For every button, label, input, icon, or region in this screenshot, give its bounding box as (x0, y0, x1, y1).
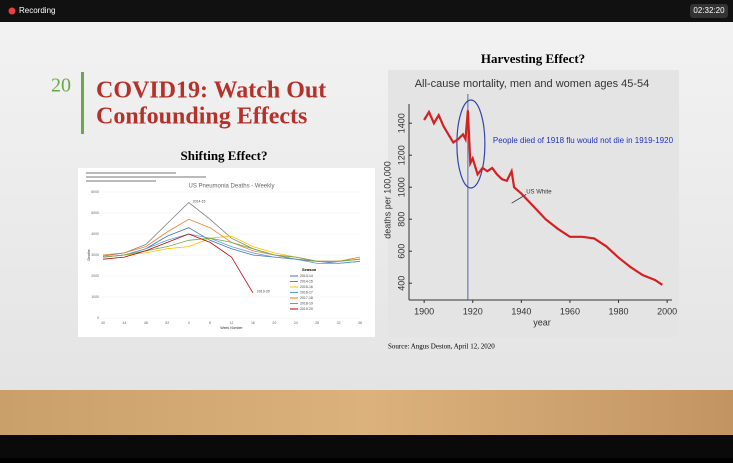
series-line (102, 233, 254, 294)
x-tick-label: 1920 (463, 306, 483, 316)
y-tick-label: 800 (396, 212, 406, 227)
x-tick-label: 4 (188, 321, 190, 325)
y-tick-label: 3000 (91, 253, 99, 257)
x-tick-label: 2000 (657, 306, 677, 316)
series-line (423, 109, 663, 286)
x-tick-label: 32 (337, 321, 341, 325)
annotation: 2019-20 (257, 290, 270, 294)
x-axis-label: Week Number (220, 326, 243, 330)
x-tick-label: 36 (358, 321, 362, 325)
y-tick-label: 1000 (91, 295, 99, 299)
y-tick-label: 2000 (91, 274, 99, 278)
y-tick-label: 6000 (91, 190, 99, 194)
accent-bar (81, 72, 84, 134)
x-tick-label: 8 (209, 321, 211, 325)
legend-label: 2014-15 (300, 279, 313, 283)
x-tick-label: 40 (101, 321, 105, 325)
legend-label: 2016-17 (300, 290, 313, 294)
legend-label: 2018-19 (300, 301, 313, 305)
chart-image (78, 168, 375, 337)
caption-placeholder (86, 176, 206, 178)
x-axis-label: year (533, 317, 551, 327)
y-tick-label: 1000 (396, 177, 406, 197)
x-tick-label: 16 (251, 321, 255, 325)
annotation: US White (526, 190, 552, 196)
legend-title: Season (302, 267, 317, 272)
x-tick-label: 1900 (414, 306, 434, 316)
x-tick-label: 12 (230, 321, 234, 325)
top-bar (0, 0, 733, 22)
x-tick-label: 48 (144, 321, 148, 325)
slide-number: 20 (51, 75, 71, 97)
timer-box (690, 4, 728, 18)
chart-title: All-cause mortality, men and women ages … (415, 78, 650, 90)
x-tick-label: 1960 (560, 306, 580, 316)
y-tick-label: 0 (97, 316, 99, 320)
x-tick-label: 52 (165, 321, 169, 325)
x-tick-label: 44 (122, 321, 126, 325)
caption-placeholder (86, 172, 176, 174)
caption-placeholder (86, 180, 156, 182)
y-axis-label: Deaths (87, 249, 91, 260)
heading: Harvesting Effect? (481, 51, 585, 66)
y-tick-label: 1400 (396, 113, 406, 133)
bottom-bar (0, 435, 733, 458)
annotation: People died of 1918 flu would not die in… (493, 136, 674, 145)
y-axis-label: deaths per 100,000 (382, 161, 392, 239)
y-tick-label: 1200 (396, 145, 406, 165)
y-tick-label: 400 (396, 276, 406, 291)
record-dot (8, 7, 16, 15)
source: Source: Angus Deston, April 12, 2020 (388, 343, 495, 351)
chart-image (388, 70, 679, 337)
timer: 02:32:20 (693, 6, 725, 15)
legend-label: 2017-18 (300, 296, 313, 300)
wood-strip (0, 390, 733, 435)
x-tick-label: 1980 (609, 306, 629, 316)
x-tick-label: 24 (294, 321, 298, 325)
y-tick-label: 600 (396, 244, 406, 259)
x-tick-label: 1940 (511, 306, 531, 316)
legend-label: 2019-20 (300, 307, 313, 311)
x-tick-label: 20 (272, 321, 276, 325)
legend-label: 2013-14 (300, 274, 313, 278)
heading: Shifting Effect? (180, 148, 267, 163)
title-line: Confounding Effects (96, 104, 307, 130)
highlight-ellipse (456, 99, 486, 189)
series-line (102, 233, 361, 264)
annotation: 2014-15 (193, 199, 206, 203)
legend-label: 2015-16 (300, 285, 313, 289)
chart-title: US Pneumonia Deaths - Weekly (189, 184, 275, 190)
y-tick-label: 4000 (91, 232, 99, 236)
y-tick-label: 5000 (91, 211, 99, 215)
x-tick-label: 28 (315, 321, 319, 325)
title-line: COVID19: Watch Out (96, 78, 326, 104)
recording-label: Recording (19, 6, 55, 15)
